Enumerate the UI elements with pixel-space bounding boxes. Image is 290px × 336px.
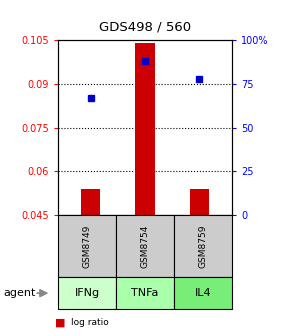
Text: TNFa: TNFa bbox=[131, 288, 159, 298]
Text: GSM8749: GSM8749 bbox=[82, 224, 92, 268]
Text: IL4: IL4 bbox=[195, 288, 211, 298]
Bar bbox=[81, 189, 100, 215]
Text: IFNg: IFNg bbox=[75, 288, 99, 298]
Text: log ratio: log ratio bbox=[71, 318, 109, 327]
Text: GSM8754: GSM8754 bbox=[140, 224, 150, 268]
Text: ■: ■ bbox=[55, 318, 66, 328]
Bar bbox=[190, 189, 209, 215]
Text: agent: agent bbox=[3, 288, 35, 298]
Bar bbox=[135, 43, 155, 215]
Text: GSM8759: GSM8759 bbox=[198, 224, 208, 268]
Text: GDS498 / 560: GDS498 / 560 bbox=[99, 20, 191, 34]
